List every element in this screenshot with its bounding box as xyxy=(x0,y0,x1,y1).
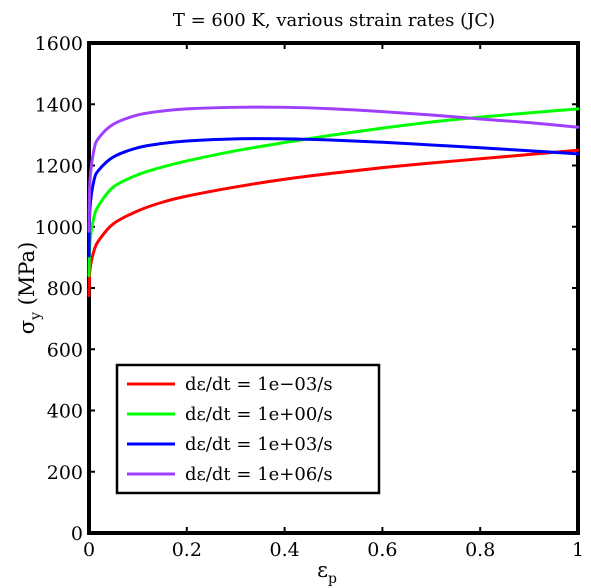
legend-entry: dε/dt = 1e+00/s xyxy=(185,404,333,425)
y-tick-label: 200 xyxy=(47,462,83,484)
x-tick-label: 0.4 xyxy=(269,539,299,561)
y-axis-label-unit: (MPa) xyxy=(15,242,39,312)
y-tick-label: 400 xyxy=(47,401,83,423)
series-line-1 xyxy=(87,148,580,298)
legend-entry: dε/dt = 1e−03/s xyxy=(185,374,333,395)
y-tick-label: 1200 xyxy=(35,156,83,178)
legend: dε/dt = 1e−03/s dε/dt = 1e+00/s dε/dt = 1e… xyxy=(115,363,381,495)
x-tick-label: 0.2 xyxy=(172,539,202,561)
y-axis-label-main: σ xyxy=(15,320,39,334)
y-tick-label: 1400 xyxy=(35,94,83,116)
tick-labels: 0 0.2 0.4 0.6 0.8 1 0 200 400 600 800 1000 1200 1400 1… xyxy=(35,33,584,561)
x-tick-label: 0 xyxy=(83,539,95,561)
x-axis-label-main: ε xyxy=(317,558,328,582)
x-tick-label: 0.6 xyxy=(367,539,397,561)
y-axis-label: σy (MPa) xyxy=(15,242,44,335)
y-tick-label: 600 xyxy=(47,339,83,361)
series-lines xyxy=(87,105,580,298)
legend-entry: dε/dt = 1e+03/s xyxy=(185,434,333,455)
x-tick-label: 0.8 xyxy=(465,539,495,561)
y-axis-label-sub: y xyxy=(28,312,44,321)
chart-title: T = 600 K, various strain rates (JC) xyxy=(173,10,495,31)
y-tick-label: 1000 xyxy=(35,217,83,239)
legend-entry: dε/dt = 1e+06/s xyxy=(185,464,333,485)
x-axis-label: εp xyxy=(317,558,337,587)
y-tick-label: 0 xyxy=(71,523,83,545)
legend-box xyxy=(115,363,381,495)
y-tick-label: 1600 xyxy=(35,33,83,55)
x-tick-label: 1 xyxy=(572,539,584,561)
series-line-4 xyxy=(87,105,580,233)
y-tick-label: 800 xyxy=(47,278,83,300)
series-line-3 xyxy=(87,137,580,258)
series-line-2 xyxy=(87,107,580,278)
x-axis-label-sub: p xyxy=(328,571,337,587)
legend-items: dε/dt = 1e−03/s dε/dt = 1e+00/s dε/dt = 1e… xyxy=(127,374,333,485)
